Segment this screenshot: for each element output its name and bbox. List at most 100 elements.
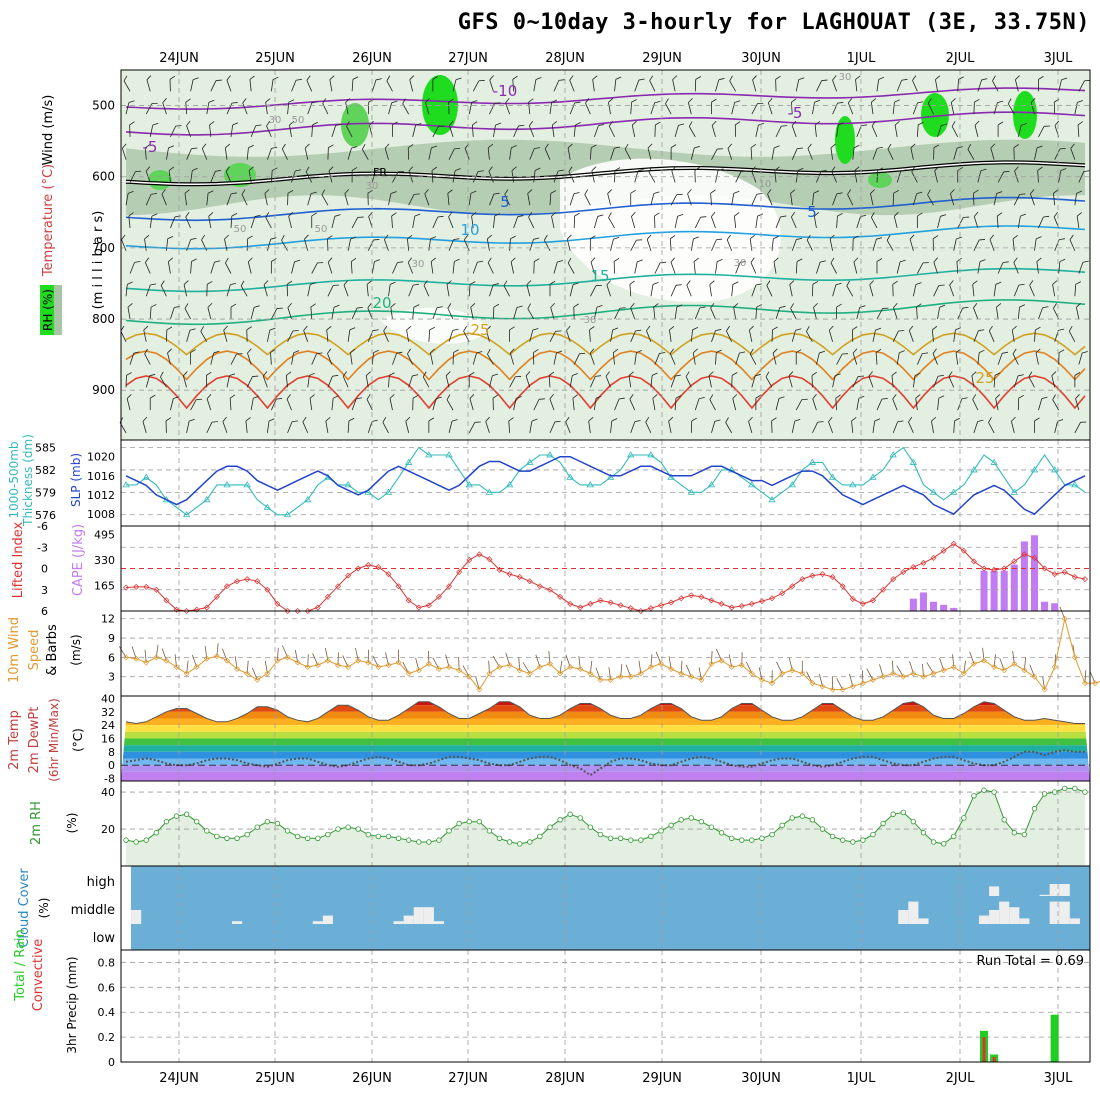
wind-barb-feather bbox=[295, 78, 302, 81]
wind-barb bbox=[350, 348, 356, 365]
wind-barb bbox=[286, 394, 292, 411]
wind-barb bbox=[493, 303, 500, 320]
rh-high-blob bbox=[868, 172, 892, 188]
wind-barb-staff bbox=[303, 330, 309, 342]
wind-barb-staff bbox=[200, 331, 208, 343]
contour-label: 50 bbox=[315, 224, 328, 235]
wind-barb-feather bbox=[487, 234, 493, 240]
wind-barb-staff bbox=[1068, 331, 1076, 342]
wind-barb-feather bbox=[995, 394, 1001, 399]
rh-tick-label: 40 bbox=[101, 786, 115, 799]
wind-barb-feather bbox=[557, 260, 564, 263]
wind-barb bbox=[347, 236, 357, 251]
wind-barb bbox=[573, 212, 580, 228]
wind-tick-label: 9 bbox=[108, 632, 115, 645]
wind-barb bbox=[307, 282, 316, 297]
thickness-point bbox=[1030, 466, 1039, 473]
wind10m-point bbox=[274, 657, 281, 664]
wind-barb bbox=[445, 371, 451, 388]
cape-bar bbox=[1041, 601, 1049, 611]
wind-barb-staff bbox=[830, 147, 834, 160]
wind-barb-feather bbox=[271, 146, 278, 149]
wind-barb-staff bbox=[287, 421, 293, 434]
wind10m-point bbox=[738, 662, 745, 669]
wind-barb bbox=[549, 394, 555, 411]
wind-barb-feather bbox=[698, 397, 705, 400]
wind-barb-staff bbox=[392, 353, 397, 365]
temp-tick-label: 8 bbox=[108, 746, 115, 759]
wind-barb bbox=[321, 189, 329, 206]
thickness-point bbox=[909, 458, 918, 465]
wind10m-point bbox=[355, 657, 362, 664]
wind-barb-feather bbox=[1082, 351, 1088, 354]
wind-barb-staff bbox=[567, 262, 575, 274]
wind-barb-staff bbox=[366, 284, 369, 297]
date-label-bottom: 25JUN bbox=[255, 1071, 295, 1086]
wind-barb bbox=[690, 236, 699, 251]
rh2m-point bbox=[517, 841, 523, 847]
wind-barb-feather bbox=[734, 100, 741, 103]
wind-barb bbox=[291, 78, 302, 92]
wind-barb-feather bbox=[292, 330, 299, 332]
wind-barb-staff bbox=[170, 307, 175, 320]
wind-barb-staff bbox=[207, 307, 212, 320]
wind-barb-feather bbox=[988, 325, 993, 332]
wind-barb bbox=[771, 326, 778, 342]
wind-barb bbox=[669, 348, 676, 365]
wind-barb bbox=[207, 302, 213, 320]
wind-barb-staff bbox=[812, 398, 817, 411]
wind-barb bbox=[1070, 143, 1076, 160]
wind-barb bbox=[1013, 144, 1019, 160]
wind-barb bbox=[993, 100, 1004, 115]
wind-barb-feather bbox=[847, 98, 853, 104]
wind-barb bbox=[631, 120, 637, 137]
wind-barb-feather bbox=[566, 234, 572, 240]
wind-barb-staff bbox=[1013, 262, 1019, 274]
wind-barb bbox=[977, 349, 985, 365]
wind-barb-feather bbox=[596, 305, 603, 308]
wind-barb-staff bbox=[791, 421, 796, 433]
wind-barb-staff bbox=[224, 238, 228, 251]
wind-barb-feather bbox=[134, 261, 141, 263]
wind-barb-feather bbox=[670, 144, 677, 148]
wind-barb bbox=[1052, 280, 1058, 297]
wind-barb bbox=[383, 325, 389, 342]
wind-barb-feather bbox=[932, 348, 937, 354]
wind-barb bbox=[933, 284, 945, 297]
wind-barb-feather bbox=[927, 189, 931, 195]
wind-barb-feather bbox=[474, 421, 481, 423]
wind-barb bbox=[210, 79, 222, 92]
wind-barb-feather bbox=[216, 79, 222, 81]
wind-barb-feather bbox=[1015, 75, 1020, 80]
wind-barb-staff bbox=[553, 80, 560, 92]
wind-barb-staff bbox=[836, 215, 838, 228]
wind-barb-staff bbox=[755, 216, 758, 229]
wind-barb-feather bbox=[361, 143, 366, 150]
precip-total-axis-label: Total / Rain bbox=[13, 929, 28, 1002]
wind-barb-feather bbox=[167, 348, 172, 354]
wind-barb bbox=[912, 191, 923, 206]
rh2m-point bbox=[628, 837, 634, 843]
wind-barb-feather bbox=[127, 190, 134, 194]
wind10m-unit-label: (m/s) bbox=[69, 634, 83, 665]
wind-barb-feather bbox=[956, 236, 962, 240]
wind-barb-feather bbox=[310, 282, 316, 285]
wind-barb-feather bbox=[351, 167, 358, 171]
lifted-index-point bbox=[294, 608, 301, 614]
wind-barb bbox=[186, 328, 196, 342]
wind-barb-feather bbox=[830, 257, 835, 264]
wind-barb-feather bbox=[472, 121, 478, 126]
wind-barb-staff bbox=[767, 102, 773, 115]
wind-barb-feather bbox=[452, 328, 459, 331]
wind-barb bbox=[775, 305, 786, 320]
wind-barb bbox=[630, 239, 643, 251]
wind10m-barb-staff bbox=[849, 673, 854, 687]
wind-barb-feather bbox=[302, 416, 307, 423]
wind-barb bbox=[430, 257, 436, 274]
wind-barb-feather bbox=[1053, 211, 1059, 218]
thickness-point bbox=[849, 481, 857, 488]
wind-barb-staff bbox=[351, 307, 358, 320]
wind-barb-feather bbox=[699, 306, 706, 309]
thickness-point bbox=[950, 488, 958, 495]
wind-barb bbox=[468, 190, 477, 206]
